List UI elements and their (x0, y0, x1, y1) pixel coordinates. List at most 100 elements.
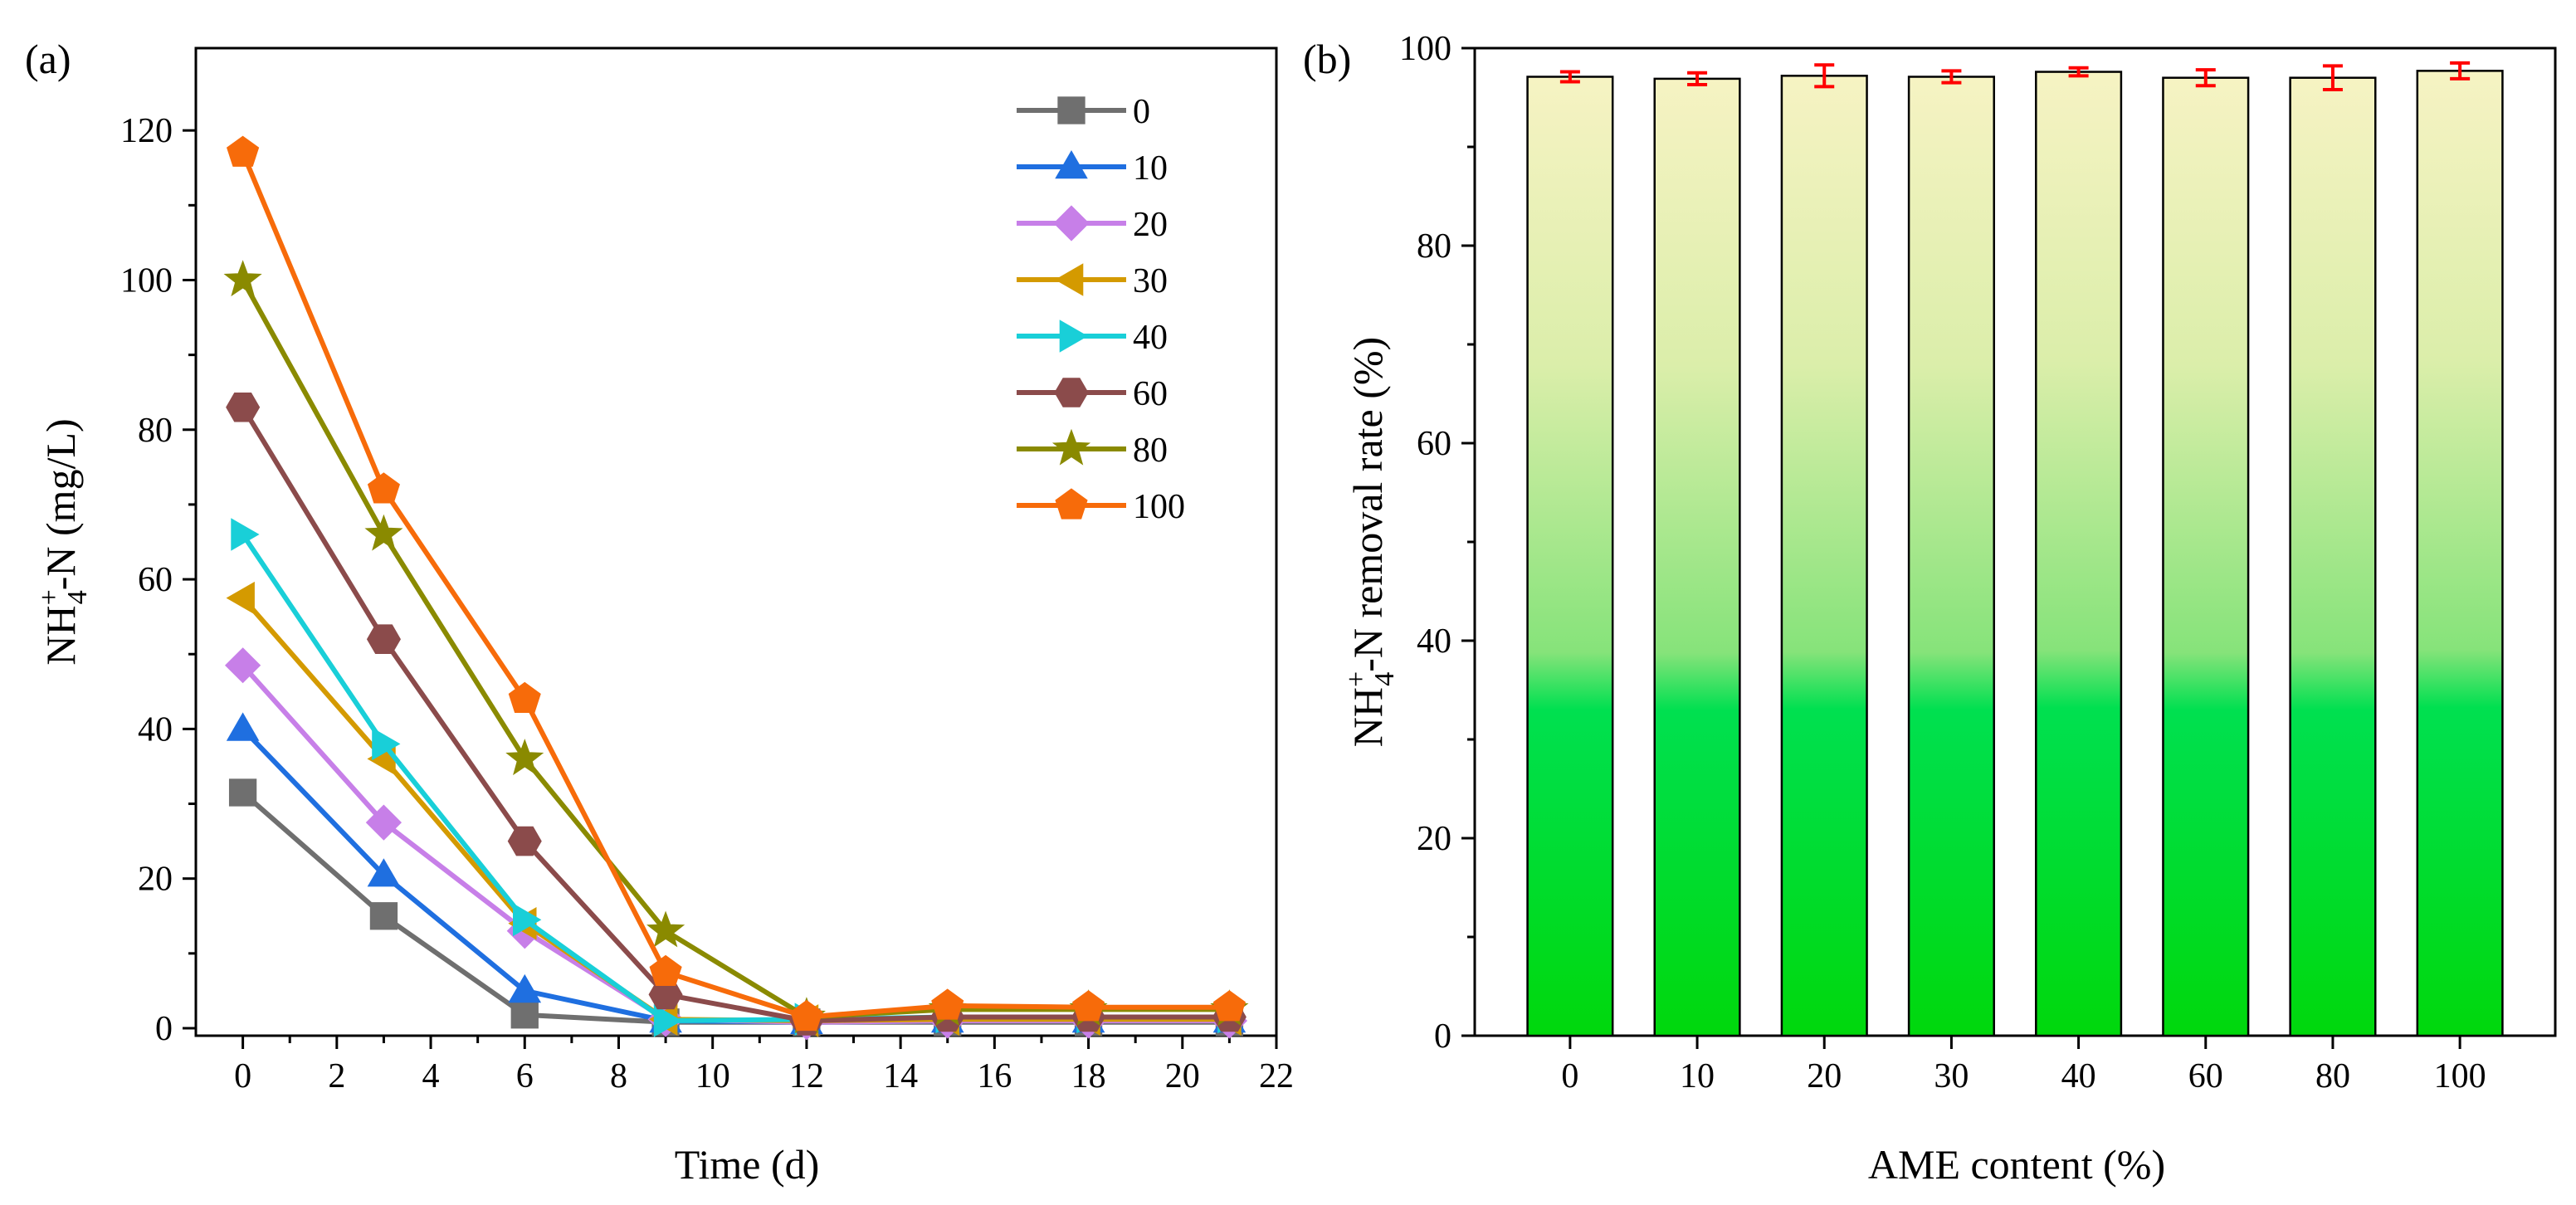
data-point (231, 518, 260, 551)
x-tick-label: 80 (2315, 1057, 2350, 1095)
data-point (226, 712, 260, 741)
legend-entry: 60 (1017, 375, 1168, 413)
data-point (1212, 990, 1246, 1022)
x-tick-label: 40 (2061, 1057, 2096, 1095)
legend-marker (1054, 263, 1084, 296)
series-line (241, 663, 1230, 1025)
data-point (508, 681, 541, 713)
legend-marker (1059, 320, 1089, 353)
panel-b-label: (b) (1303, 36, 1351, 82)
legend-entry: 30 (1017, 262, 1168, 300)
error-bar (2450, 61, 2471, 80)
legend-entry: 100 (1017, 488, 1185, 526)
data-point (507, 826, 542, 856)
y-tick-label: 0 (155, 1010, 173, 1048)
panel-b-bars (1526, 61, 2504, 1037)
y-tick-label: 60 (138, 561, 173, 599)
series-line (241, 533, 1230, 1023)
legend-label: 100 (1133, 488, 1185, 526)
legend-label: 60 (1133, 375, 1168, 413)
data-point (510, 1001, 539, 1029)
panel-a-frame (194, 46, 1278, 1037)
panel-a-x-axis: 0 2 4 6 8 10 12 14 16 18 20 22 (234, 1036, 1294, 1095)
error-bar (2322, 64, 2343, 91)
x-tick-label: 20 (1807, 1057, 1842, 1095)
x-tick-label: 10 (1680, 1057, 1715, 1095)
error-bar (2068, 66, 2089, 78)
data-point (505, 739, 544, 776)
legend-entry: 10 (1017, 149, 1168, 188)
panel-b-frame (1473, 46, 2557, 1037)
x-tick-label: 16 (977, 1057, 1012, 1095)
series-line (241, 596, 1230, 1023)
bar (2162, 76, 2250, 1037)
panel-a-y-axis: 0 20 40 60 80 100 120 (120, 112, 196, 1048)
y-tick-label: 120 (120, 112, 173, 150)
legend-marker (1057, 96, 1086, 124)
series-line (241, 406, 1230, 1023)
data-point (223, 260, 262, 297)
x-tick-label: 10 (695, 1057, 730, 1095)
x-tick-label: 20 (1165, 1057, 1200, 1095)
legend-entry: 20 (1017, 205, 1168, 244)
legend-label: 80 (1133, 432, 1168, 470)
legend-marker (1055, 149, 1088, 179)
panel-b-y-axis: 0 20 40 60 80 100 (1399, 30, 1475, 1056)
legend-entry: 0 (1017, 93, 1150, 131)
data-point (513, 903, 542, 937)
panel-b: (b) 0 10 20 30 40 60 80 100 0 20 40 60 80 100 AME co… (1303, 30, 2557, 1188)
y-tick-label: 100 (120, 261, 173, 300)
data-point (931, 988, 964, 1020)
x-tick-label: 22 (1259, 1057, 1294, 1095)
panel-a-label: (a) (25, 36, 71, 82)
legend-label: 0 (1133, 93, 1150, 131)
data-point (228, 778, 257, 807)
bar (2289, 76, 2377, 1037)
y-tick-label: 60 (1417, 425, 1451, 463)
bar (1780, 75, 1868, 1037)
error-bar (2195, 68, 2216, 88)
x-tick-label: 4 (422, 1057, 440, 1095)
y-tick-label: 20 (138, 861, 173, 899)
legend-label: 30 (1133, 262, 1168, 300)
y-tick-label: 80 (1417, 227, 1451, 266)
y-tick-label: 40 (1417, 622, 1451, 661)
data-point (367, 472, 400, 504)
y-tick-label: 40 (138, 710, 173, 749)
bar (1653, 77, 1741, 1037)
data-point (226, 581, 255, 615)
data-point (224, 647, 261, 684)
y-tick-label: 20 (1417, 820, 1451, 858)
y-tick-label: 100 (1399, 30, 1451, 68)
y-tick-label: 0 (1434, 1017, 1451, 1056)
data-point (649, 954, 682, 986)
legend-marker (1055, 488, 1088, 520)
data-point (226, 393, 261, 422)
data-point (366, 624, 401, 654)
legend-entry: 40 (1017, 319, 1168, 357)
series-100 (227, 135, 1246, 1032)
panel-a-x-label: Time (d) (675, 1141, 820, 1188)
legend-entry: 80 (1017, 428, 1168, 470)
panel-a-series (223, 135, 1249, 1041)
series-line (240, 152, 1230, 1020)
panel-a-legend: 0 10 20 30 40 60 80 100 (1017, 93, 1185, 526)
data-point (367, 858, 401, 887)
series-20 (224, 647, 1248, 1041)
x-tick-label: 6 (516, 1057, 534, 1095)
panel-b-x-label: AME content (%) (1868, 1141, 2165, 1188)
error-bar (1814, 63, 1835, 89)
x-tick-label: 8 (610, 1057, 627, 1095)
panel-b-y-label: NH+4-N removal rate (%) (1341, 337, 1400, 747)
legend-label: 10 (1133, 149, 1168, 188)
error-bar (1687, 71, 1708, 87)
bar (1907, 76, 1995, 1037)
panel-b-x-axis: 0 10 20 30 40 60 80 100 (1561, 1036, 2486, 1095)
error-bar (1559, 70, 1580, 84)
x-tick-label: 30 (1934, 1057, 1969, 1095)
data-point (646, 910, 685, 948)
x-tick-label: 2 (328, 1057, 345, 1095)
error-bar (1941, 69, 1962, 85)
panel-a-y-label: NH+4-N (mg/L) (34, 418, 93, 665)
data-point (369, 902, 398, 930)
